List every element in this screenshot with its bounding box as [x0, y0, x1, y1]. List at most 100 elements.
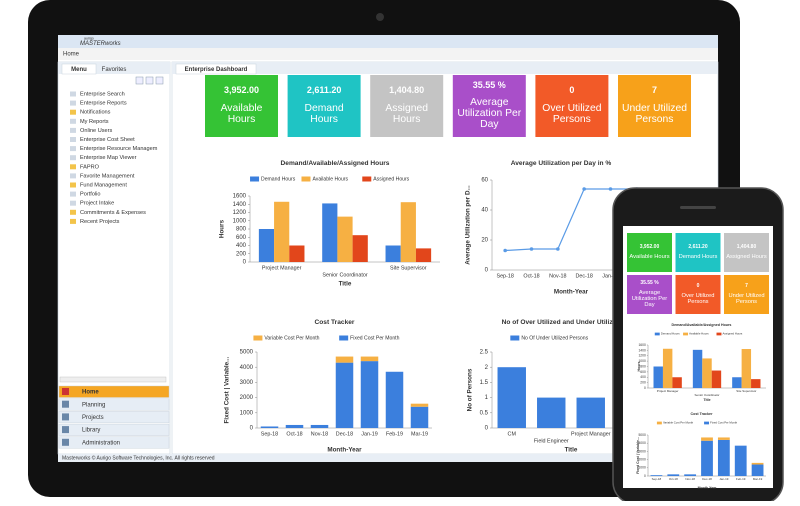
main-tab[interactable] [175, 63, 257, 75]
menu-item[interactable]: Recent Projects [80, 219, 120, 225]
chart-title: Average Utilization per Day in % [511, 160, 612, 167]
x-tick-label: Sep-18 [261, 431, 278, 437]
legend-label: Fixed Cost Per Month [710, 421, 737, 425]
menu-item[interactable]: Enterprise Reports [80, 101, 127, 107]
nav-label[interactable]: Administration [82, 440, 120, 446]
x-tick-label: Sep-18 [652, 477, 662, 481]
y-tick-label: 5000 [240, 350, 254, 356]
tile-value: 0 [696, 282, 700, 289]
nav-label[interactable]: Library [82, 428, 100, 434]
toolbar-button[interactable] [135, 76, 144, 85]
tile-text: 35.55 % Average Utilization Per Day [627, 275, 672, 314]
bar-segment [410, 406, 429, 428]
toolbar-button[interactable] [145, 76, 154, 85]
menu-item[interactable]: Commitments & Expenses [80, 210, 146, 216]
bar-segment [260, 426, 279, 428]
main-tab-label[interactable]: Enterprise Dashboard [185, 67, 248, 73]
bar [672, 377, 682, 388]
y-tick-label: 400 [236, 243, 247, 249]
scrollbar[interactable] [59, 376, 167, 383]
y-tick-label: 2000 [638, 457, 646, 461]
tile[interactable] [370, 75, 444, 137]
toolbar-button[interactable] [155, 76, 164, 85]
tile[interactable] [535, 75, 609, 137]
legend-swatch [250, 176, 260, 182]
x-axis-label: Title [339, 281, 352, 288]
chart-title: No of Over Utilized and Under Utilized [502, 319, 621, 326]
y-tick-label: 2.5 [480, 350, 489, 356]
bar [415, 248, 432, 262]
menu-item[interactable]: FAPRO [80, 164, 100, 170]
menu-item[interactable]: Enterprise Cost Sheet [80, 137, 135, 143]
tab-label[interactable]: Menu [71, 67, 87, 73]
y-tick-label: 0 [644, 474, 646, 478]
legend-swatch [253, 335, 263, 341]
menu-item[interactable]: Enterprise Resource Managem [80, 146, 158, 152]
x-tick-label: Nov-18 [549, 273, 566, 279]
y-tick-label: 1200 [638, 354, 646, 358]
nav-row[interactable] [58, 423, 170, 436]
bar-segment [650, 475, 663, 476]
header-bar [58, 35, 718, 48]
nav-label[interactable]: Projects [82, 415, 104, 421]
menu-item[interactable]: Portfolio [80, 192, 101, 198]
tile-body: 35.55 % Average Utilization Per Day [627, 275, 672, 314]
tile[interactable] [618, 75, 691, 137]
tile[interactable] [205, 75, 278, 137]
nav-label[interactable]: Home [82, 390, 99, 396]
bar-segment [717, 439, 730, 476]
tile-value: 3,952.00 [639, 243, 660, 250]
tile[interactable] [724, 275, 769, 314]
menu-item[interactable]: Favorite Management [80, 173, 135, 179]
tile-text: 7 Under Utilized Persons [622, 85, 687, 124]
y-tick-label: 1400 [638, 348, 646, 352]
x-tick-label: Feb-19 [736, 477, 746, 481]
y-tick-label: 600 [236, 235, 247, 241]
tile[interactable] [724, 233, 769, 272]
x-tick-label: Feb-19 [386, 431, 403, 437]
menu-item[interactable]: My Reports [80, 119, 109, 125]
menu-item[interactable]: Fund Management [80, 182, 127, 188]
nav-row[interactable] [58, 385, 170, 398]
y-tick-label: 0 [485, 268, 489, 274]
nav-row[interactable] [58, 436, 170, 449]
legend-label: Available Hours [312, 176, 348, 182]
y-tick-label: 3000 [638, 449, 646, 453]
menu-tab[interactable] [61, 63, 97, 75]
tile[interactable] [627, 275, 672, 314]
bar [711, 370, 722, 388]
menu-icon [70, 91, 76, 97]
tile-text: 3,952.00 Available Hours [629, 243, 669, 261]
x-axis-label: Month-Year [554, 289, 589, 296]
tile-body: 2,611.20 Demand Hours [676, 233, 721, 272]
y-tick-label: 60 [481, 178, 488, 184]
tile[interactable] [627, 233, 672, 272]
menu-item[interactable]: Project Intake [80, 201, 114, 207]
bar [274, 201, 290, 262]
legend-swatch [683, 332, 689, 336]
menu-item[interactable]: Enterprise Map Viewer [80, 155, 137, 161]
tab-label[interactable]: Favorites [102, 67, 127, 73]
menu-item[interactable]: Online Users [80, 128, 113, 134]
nav-row[interactable] [58, 411, 170, 424]
legend-label: Fixed Cost Per Month [350, 335, 399, 341]
menu-icon [70, 191, 76, 197]
tile[interactable] [675, 233, 721, 272]
x-tick-label: Dec-18 [702, 477, 712, 481]
tile[interactable] [287, 75, 361, 137]
y-tick-label: 1000 [240, 410, 254, 416]
x-tick-label: Senior Coordinator [695, 393, 720, 397]
tile[interactable] [675, 275, 721, 314]
bar-segment [385, 371, 404, 428]
brand: MASTERworks [80, 41, 121, 47]
tile[interactable] [452, 75, 526, 137]
tile-body: 1,404.80 Assigned Hours [370, 75, 443, 137]
nav-label[interactable]: Planning [82, 402, 105, 408]
legend-label: No Of Under Utilized Persons [521, 335, 588, 341]
chart-title: Demand/Available/Assigned Hours [672, 323, 732, 327]
menu-item[interactable]: Notifications [80, 110, 111, 116]
bar-segment [310, 424, 329, 428]
nav-row[interactable] [58, 398, 170, 411]
menu-item[interactable]: Enterprise Search [80, 91, 125, 97]
bar [576, 397, 605, 428]
